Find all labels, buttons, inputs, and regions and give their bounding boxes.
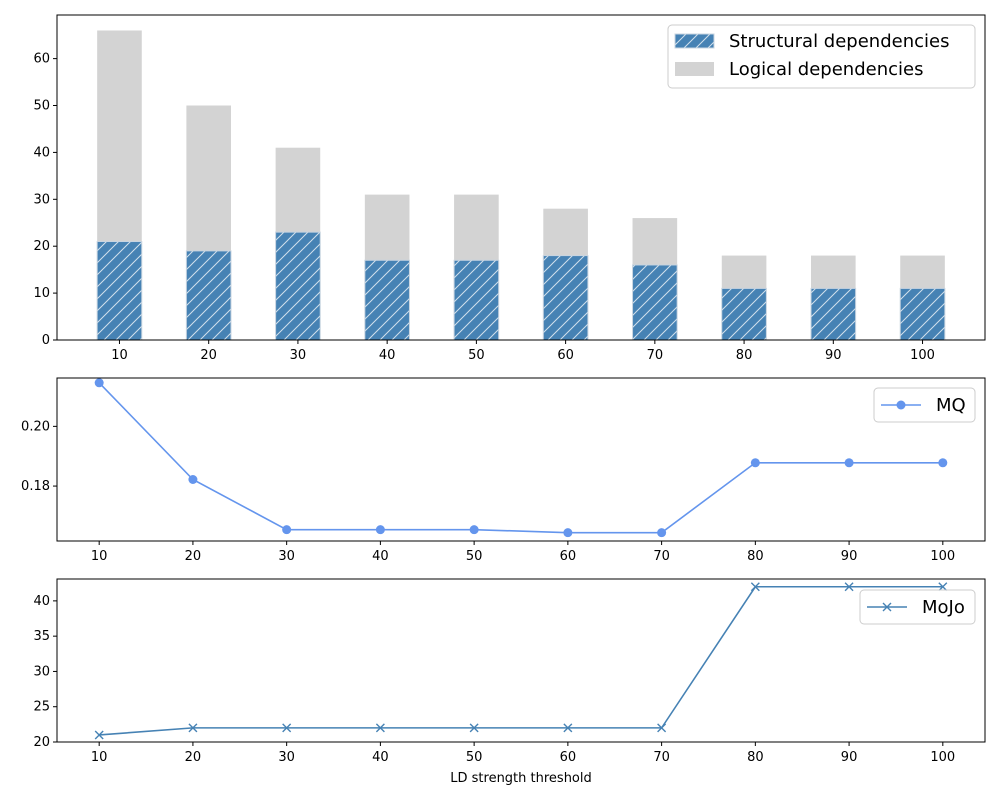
x-tick-label: 50 bbox=[466, 549, 483, 564]
bar-chart-panel: 0 10 20 30 40 50 60 10 20 30 40 50 60 70 80 90 100 Struct… bbox=[33, 14, 986, 363]
bar-structural-dependencies bbox=[364, 259, 410, 341]
x-tick-label: 50 bbox=[468, 348, 485, 363]
x-tick-label: 60 bbox=[560, 549, 577, 564]
x-tick-label: 90 bbox=[841, 549, 858, 564]
x-tick-label: 40 bbox=[379, 348, 396, 363]
bar-structural-dependencies bbox=[453, 259, 500, 341]
data-point bbox=[750, 458, 760, 468]
x-tick-label: 80 bbox=[747, 750, 764, 765]
x-tick-label: 100 bbox=[930, 750, 955, 765]
data-point bbox=[282, 525, 292, 535]
plot-frame bbox=[56, 377, 986, 542]
y-tick-label: 0 bbox=[42, 333, 50, 348]
data-point bbox=[938, 582, 948, 592]
data-point bbox=[94, 730, 104, 740]
y-tick-label: 25 bbox=[33, 700, 50, 715]
x-tick-label: 10 bbox=[91, 750, 108, 765]
bar-structural-dependencies bbox=[542, 255, 589, 341]
x-tick-label: 30 bbox=[290, 348, 307, 363]
legend-frame bbox=[873, 387, 976, 423]
x-tick-label: 50 bbox=[466, 750, 483, 765]
y-tick-label: 10 bbox=[33, 286, 50, 301]
x-tick-label: 70 bbox=[653, 750, 670, 765]
x-tick-label: 30 bbox=[278, 750, 295, 765]
y-tick-label: 30 bbox=[33, 192, 50, 207]
legend-label: MoJo bbox=[922, 597, 965, 618]
y-tick-label: 50 bbox=[33, 99, 50, 114]
y-tick-label: 60 bbox=[33, 52, 50, 67]
y-tick-label: 20 bbox=[33, 735, 50, 750]
bar-structural-dependencies bbox=[185, 250, 232, 341]
y-tick-label: 0.18 bbox=[21, 479, 50, 494]
legend-label: MQ bbox=[936, 395, 966, 416]
x-tick-label: 100 bbox=[930, 549, 955, 564]
y-tick-label: 40 bbox=[33, 594, 50, 609]
data-point bbox=[938, 458, 948, 468]
legend-label-logical: Logical dependencies bbox=[729, 59, 923, 80]
x-tick-label: 60 bbox=[557, 348, 574, 363]
x-tick-label: 10 bbox=[91, 549, 108, 564]
series-line bbox=[98, 382, 943, 534]
x-tick-label: 90 bbox=[841, 750, 858, 765]
data-point bbox=[375, 525, 385, 535]
y-tick-label: 35 bbox=[33, 629, 50, 644]
mq-line-chart-panel: 0.18 0.20 10 20 30 40 50 60 70 80 90 100 MQ bbox=[21, 377, 986, 564]
legend-marker bbox=[896, 400, 906, 410]
bar-structural-dependencies bbox=[810, 287, 857, 341]
y-tick-label: 20 bbox=[33, 239, 50, 254]
data-point bbox=[375, 723, 385, 733]
data-point bbox=[282, 723, 292, 733]
bar-structural-dependencies bbox=[899, 287, 946, 341]
x-tick-label: 90 bbox=[825, 348, 842, 363]
legend: Structural dependencies Logical dependenc… bbox=[667, 24, 976, 89]
legend-marker bbox=[882, 602, 892, 612]
y-tick-label: 40 bbox=[33, 145, 50, 160]
data-point bbox=[657, 723, 667, 733]
x-tick-label: 20 bbox=[185, 750, 202, 765]
data-point bbox=[844, 458, 854, 468]
series-line bbox=[99, 585, 943, 736]
x-axis-label: LD strength threshold bbox=[450, 771, 592, 786]
legend: MoJo bbox=[859, 589, 976, 625]
legend: MQ bbox=[873, 387, 976, 423]
bar-structural-dependencies bbox=[721, 287, 767, 341]
plot-frame bbox=[56, 578, 986, 743]
legend-swatch-structural bbox=[674, 33, 715, 49]
data-point bbox=[563, 723, 573, 733]
data-point bbox=[188, 475, 198, 485]
y-tick-label: 0.20 bbox=[21, 419, 50, 434]
legend-frame bbox=[667, 24, 976, 89]
legend-frame bbox=[859, 589, 976, 625]
data-point bbox=[657, 528, 667, 538]
y-tick-label: 30 bbox=[33, 664, 50, 679]
data-point bbox=[94, 378, 104, 388]
x-tick-label: 40 bbox=[372, 750, 389, 765]
x-tick-label: 40 bbox=[372, 549, 389, 564]
data-point bbox=[563, 528, 573, 538]
legend-swatch-logical bbox=[675, 62, 714, 76]
x-tick-label: 100 bbox=[910, 348, 935, 363]
legend-label-structural: Structural dependencies bbox=[729, 31, 949, 52]
x-tick-label: 20 bbox=[185, 549, 202, 564]
x-tick-label: 80 bbox=[736, 348, 753, 363]
x-tick-label: 20 bbox=[200, 348, 217, 363]
data-point bbox=[469, 525, 479, 535]
data-point bbox=[750, 582, 760, 592]
x-tick-label: 60 bbox=[560, 750, 577, 765]
bar-structural-dependencies bbox=[96, 241, 143, 341]
plot-frame bbox=[56, 14, 986, 341]
x-tick-label: 30 bbox=[278, 549, 295, 564]
x-tick-label: 70 bbox=[647, 348, 664, 363]
data-point bbox=[188, 723, 198, 733]
x-tick-label: 70 bbox=[653, 549, 670, 564]
x-tick-label: 10 bbox=[111, 348, 128, 363]
bar-structural-dependencies bbox=[632, 264, 678, 341]
data-point bbox=[469, 723, 479, 733]
data-point bbox=[844, 582, 854, 592]
x-tick-label: 80 bbox=[747, 549, 764, 564]
mojo-line-chart-panel: 20 25 30 35 40 10 20 30 40 50 60 70 80 90 100 LD streng… bbox=[33, 578, 986, 786]
bar-structural-dependencies bbox=[275, 231, 321, 341]
